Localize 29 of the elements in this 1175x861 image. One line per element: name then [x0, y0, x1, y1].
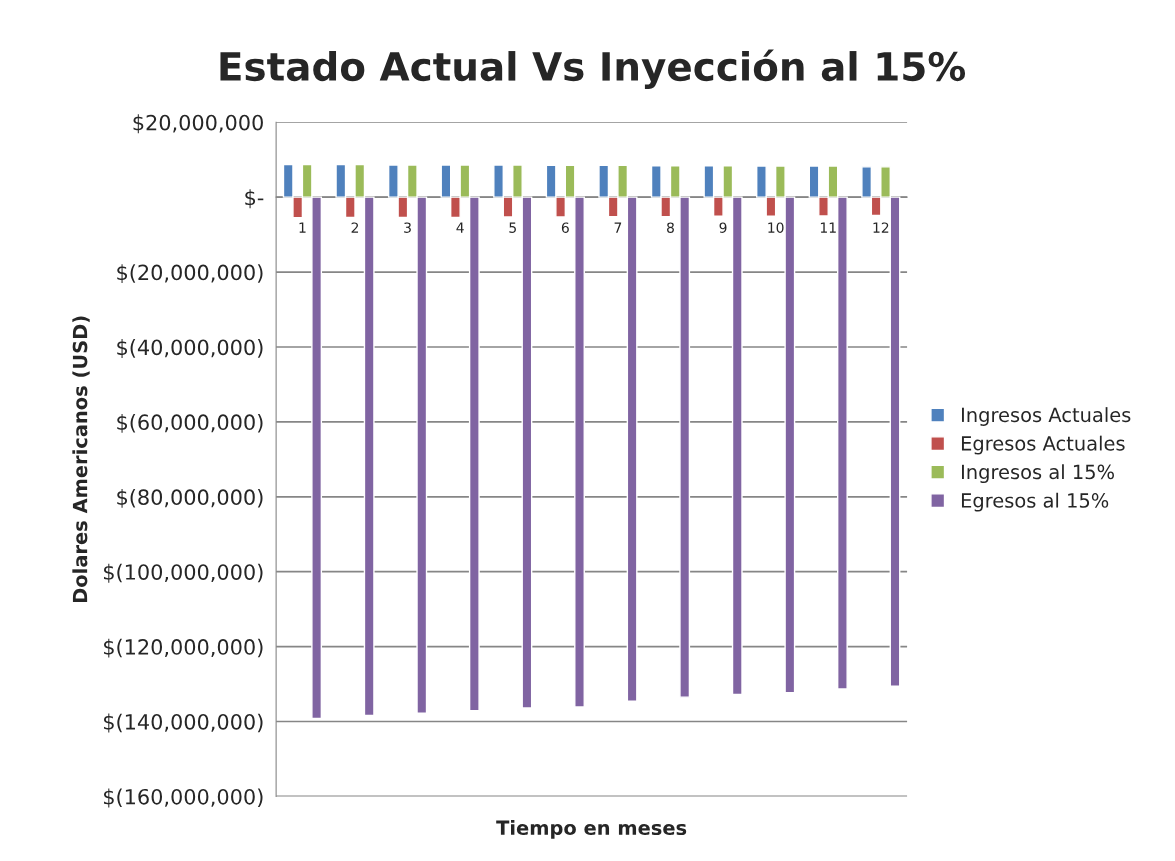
y-tick-label: $(120,000,000): [104, 638, 263, 658]
y-tick-label: $(20,000,000): [117, 264, 263, 284]
y-tick-label: $(60,000,000): [117, 413, 263, 433]
x-tick-label: 9: [719, 222, 727, 233]
y-tick-label: $(100,000,000): [104, 563, 263, 583]
legend-label: Egresos Actuales: [961, 435, 1125, 455]
y-tick-label: $(160,000,000): [104, 788, 263, 808]
x-tick-label: 1: [299, 222, 306, 233]
legend-label: Ingresos Actuales: [961, 407, 1131, 426]
y-tick-label: $(80,000,000): [117, 488, 263, 508]
y-tick-label: $(40,000,000): [117, 339, 263, 358]
x-tick-label: 12: [873, 222, 889, 233]
x-tick-label: 10: [768, 222, 784, 233]
chart-title: Estado Actual Vs Inyección al 15%: [220, 49, 966, 89]
x-tick-label: 8: [667, 222, 674, 233]
x-tick-label: 4: [456, 222, 464, 233]
x-tick-label: 3: [404, 222, 411, 233]
legend-label: Ingresos al 15%: [961, 464, 1114, 484]
x-tick-label: 5: [509, 222, 516, 233]
y-tick-label: $-: [245, 189, 264, 209]
legend-label: Egresos al 15%: [961, 492, 1109, 512]
x-tick-label: 2: [351, 222, 359, 233]
x-tick-label: 7: [614, 222, 622, 233]
y-axis-title: Dolares Americanos (USD): [72, 316, 90, 603]
x-axis-title: Tiempo en meses: [496, 820, 687, 839]
y-tick-label: $(140,000,000): [104, 713, 263, 733]
x-tick-label: 6: [561, 222, 569, 233]
y-tick-label: $20,000,000: [133, 114, 263, 134]
x-tick-label: 11: [820, 222, 836, 233]
